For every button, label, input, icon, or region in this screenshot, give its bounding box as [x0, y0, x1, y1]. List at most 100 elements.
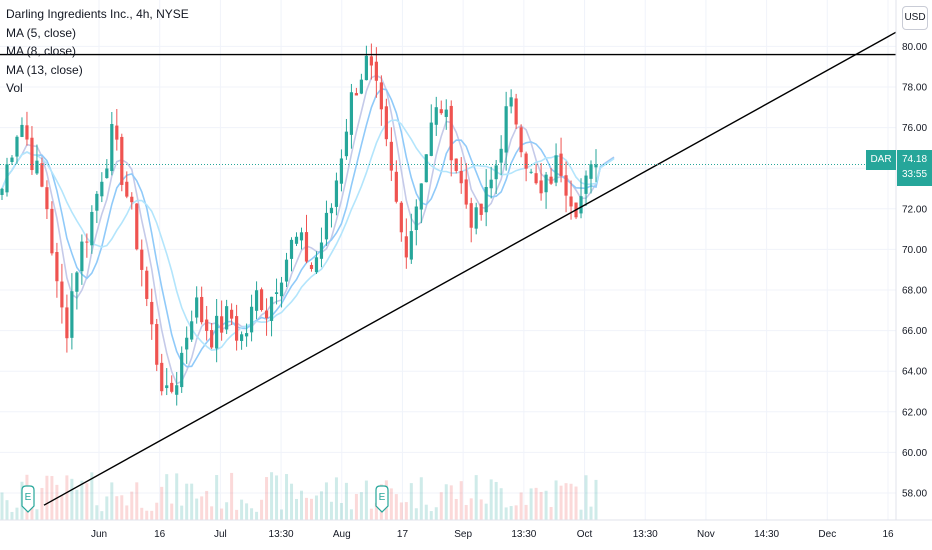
volume-bars — [0, 472, 598, 520]
candle-body — [10, 157, 14, 162]
volume-bar — [10, 511, 14, 520]
volume-bar — [324, 482, 328, 520]
candle-body — [464, 179, 468, 205]
candle-body — [329, 207, 334, 214]
candle-body — [110, 123, 114, 172]
volume-bar — [295, 498, 299, 520]
candle-body — [150, 301, 154, 325]
volume-bar — [185, 483, 189, 520]
candle-body — [20, 124, 24, 137]
price-tick-label: 80.00 — [902, 42, 927, 53]
candle-body — [279, 282, 284, 297]
candle-body — [269, 296, 274, 321]
volume-bar — [464, 504, 468, 520]
earnings-label: E — [379, 492, 386, 503]
currency-button[interactable]: USD — [902, 6, 928, 30]
ma8-line — [1, 87, 615, 368]
candle-body — [379, 82, 383, 110]
candle-body — [394, 171, 398, 202]
candle-body — [259, 289, 264, 311]
candle-body — [140, 249, 144, 270]
time-tick-label: Sep — [454, 529, 472, 540]
volume-bar — [414, 508, 418, 520]
volume-bar — [539, 491, 543, 520]
volume-bar — [474, 475, 478, 520]
candle-body — [579, 196, 583, 214]
candle-body — [534, 173, 538, 184]
candle-body — [100, 181, 104, 197]
volume-bar — [100, 511, 104, 520]
candle-body — [274, 292, 279, 294]
candle-body — [594, 164, 598, 168]
candle-body — [175, 385, 179, 395]
time-tick-label: 13:30 — [633, 529, 658, 540]
candle-body — [349, 92, 354, 135]
volume-bar — [509, 506, 513, 520]
legend-ma8[interactable]: MA (8, close) — [6, 44, 77, 58]
volume-bar — [534, 487, 538, 520]
candle-body — [50, 208, 54, 254]
candle-body — [399, 202, 403, 233]
candle-body — [299, 232, 304, 241]
time-tick-label: 16 — [154, 529, 166, 540]
candle-body — [45, 187, 49, 210]
candle-body — [434, 107, 438, 125]
candle-body — [210, 330, 214, 348]
volume-bar — [225, 502, 229, 520]
candle-body — [249, 306, 254, 333]
volume-bar — [60, 495, 64, 520]
volume-bar — [65, 475, 69, 520]
candle-body — [344, 131, 349, 157]
volume-bar — [444, 484, 448, 520]
candle-body — [424, 154, 428, 183]
ma13-line — [1, 119, 615, 352]
volume-bar — [125, 505, 129, 520]
volume-bar — [175, 473, 179, 520]
volume-bar — [105, 496, 109, 520]
volume-bar — [339, 503, 343, 520]
candle-body — [160, 362, 164, 392]
moving-average-lines — [1, 74, 615, 385]
volume-bar — [145, 510, 149, 520]
volume-bar — [280, 509, 284, 520]
candle-body — [180, 352, 184, 388]
candle-body — [135, 203, 139, 250]
trendlines — [0, 31, 897, 506]
candle-body — [55, 252, 59, 282]
volume-bar — [329, 501, 333, 520]
price-tick-label: 68.00 — [902, 286, 927, 297]
support-trendline — [43, 31, 897, 506]
legend-ma5[interactable]: MA (5, close) — [6, 25, 77, 40]
volume-bar — [299, 490, 303, 520]
candle-body — [359, 79, 363, 94]
symbol-title[interactable]: Darling Ingredients Inc., 4h, NYSE — [6, 7, 189, 21]
volume-bar — [180, 505, 184, 520]
volume-bar — [35, 509, 39, 520]
time-tick-label: 14:30 — [754, 529, 779, 540]
volume-bar — [230, 472, 234, 520]
legend-ma13[interactable]: MA (13, close) — [6, 62, 83, 77]
candle-body — [404, 236, 408, 258]
volume-bar — [459, 481, 463, 520]
candle-body — [0, 188, 4, 195]
candle-body — [205, 319, 209, 331]
volume-bar — [454, 498, 458, 520]
volume-bar — [210, 506, 214, 520]
legend-vol[interactable]: Vol — [6, 81, 23, 95]
volume-bar — [5, 500, 9, 520]
time-axis: Jun 16 Jul 13:30 Aug 17 Sep 13:30 Oct 13:30 Nov 14:… — [0, 519, 932, 540]
candle-body — [489, 179, 493, 189]
volume-bar — [190, 483, 194, 520]
volume-bar — [240, 499, 244, 520]
candle-body — [254, 290, 259, 311]
volume-bar — [200, 496, 204, 520]
volume-bar — [70, 478, 74, 520]
candle-body — [504, 106, 508, 153]
candle-body — [319, 242, 324, 259]
volume-bar — [170, 503, 174, 520]
candle-body — [364, 55, 368, 81]
candle-body — [239, 334, 244, 341]
candle-body — [75, 272, 79, 292]
candle-body — [85, 241, 89, 243]
